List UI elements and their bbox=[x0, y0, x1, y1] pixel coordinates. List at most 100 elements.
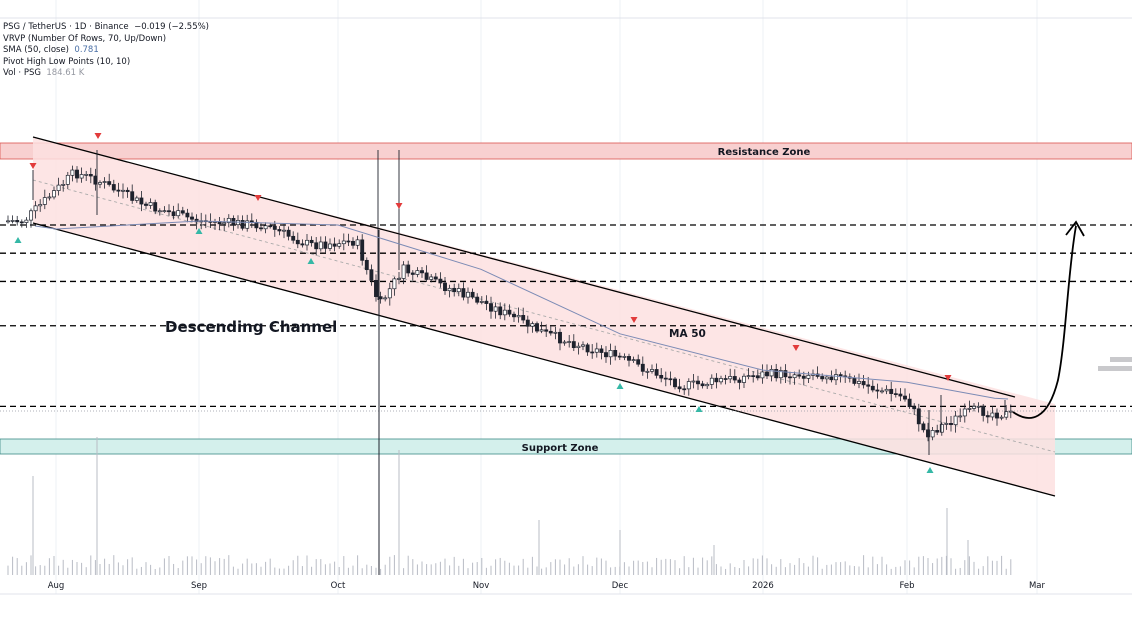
candle-body bbox=[47, 196, 52, 199]
candle-body bbox=[870, 385, 875, 391]
candle-body bbox=[668, 378, 673, 381]
candle-body bbox=[268, 225, 273, 228]
candle-body bbox=[144, 203, 148, 206]
support-zone[interactable] bbox=[0, 438, 1132, 455]
candle-body bbox=[884, 388, 889, 392]
candle-body bbox=[447, 287, 452, 292]
candle-body bbox=[898, 393, 903, 397]
candle-body bbox=[341, 240, 346, 245]
candle-body bbox=[981, 405, 986, 416]
candle-body bbox=[433, 276, 438, 280]
candle-body bbox=[723, 378, 728, 380]
candle-body bbox=[162, 210, 167, 213]
resistance-zone[interactable] bbox=[0, 142, 1132, 160]
channel-upper-line[interactable] bbox=[32, 136, 1016, 398]
candle-body bbox=[838, 374, 843, 377]
candle-body bbox=[972, 406, 976, 409]
candle-body bbox=[15, 220, 20, 223]
candle-body bbox=[167, 210, 171, 213]
candle-body bbox=[65, 174, 70, 185]
candle-body bbox=[337, 243, 342, 247]
candle-body bbox=[328, 243, 332, 249]
candle-body bbox=[1008, 410, 1013, 413]
candle-body bbox=[530, 323, 535, 327]
candle-body bbox=[719, 378, 723, 383]
candle-body bbox=[33, 205, 38, 212]
candle-body bbox=[926, 429, 930, 438]
candle-body bbox=[56, 184, 61, 191]
candle-body bbox=[650, 369, 654, 372]
candle-body bbox=[576, 345, 581, 349]
candle-body bbox=[824, 376, 829, 380]
candle-body bbox=[190, 216, 194, 220]
candle-body bbox=[475, 296, 480, 303]
candle-body bbox=[29, 210, 33, 221]
vrvp-bar bbox=[1098, 366, 1132, 371]
candle-body bbox=[332, 243, 337, 247]
candle-body bbox=[456, 288, 461, 293]
candle-body bbox=[111, 184, 116, 191]
candle-body bbox=[19, 221, 24, 224]
candle-body bbox=[613, 350, 618, 357]
candle-body bbox=[627, 356, 631, 361]
candle-body bbox=[958, 415, 963, 418]
candle-body bbox=[544, 329, 549, 332]
candle-body bbox=[452, 287, 457, 293]
candle-body bbox=[990, 412, 995, 418]
candle-body bbox=[369, 269, 374, 281]
pivot-high-icon bbox=[395, 203, 403, 209]
projection-arrow[interactable] bbox=[1012, 225, 1077, 419]
candle-body bbox=[631, 359, 636, 361]
candle-body bbox=[185, 212, 190, 218]
ma-label: MA 50 bbox=[669, 328, 706, 340]
candle-body bbox=[88, 174, 93, 177]
price-levels bbox=[0, 224, 1132, 408]
candle-body bbox=[102, 181, 107, 183]
candle-body bbox=[700, 383, 705, 387]
candle-body bbox=[788, 376, 792, 379]
candle-body bbox=[604, 352, 608, 358]
candle-body bbox=[70, 169, 75, 176]
candle-body bbox=[383, 297, 388, 300]
channel-lower-line[interactable] bbox=[32, 222, 1056, 497]
candle-body bbox=[107, 181, 112, 185]
pivot-low-icon bbox=[695, 406, 703, 412]
candle-body bbox=[553, 331, 558, 334]
candles[interactable] bbox=[6, 150, 1013, 575]
candle-body bbox=[397, 278, 401, 280]
candle-body bbox=[93, 175, 98, 185]
candle-body bbox=[875, 389, 880, 392]
candle-body bbox=[484, 301, 489, 304]
candle-body bbox=[415, 270, 420, 275]
candle-body bbox=[820, 376, 825, 380]
candle-body bbox=[659, 374, 664, 379]
candle-body bbox=[116, 189, 121, 192]
candle-body bbox=[507, 309, 512, 315]
candle-body bbox=[479, 301, 484, 303]
candle-body bbox=[461, 288, 466, 298]
candle-body bbox=[429, 276, 434, 280]
candle-body bbox=[272, 225, 277, 230]
candle-body bbox=[489, 303, 493, 312]
candle-body bbox=[783, 370, 788, 378]
candle-body bbox=[52, 190, 56, 198]
candle-body bbox=[139, 197, 144, 205]
candle-body bbox=[98, 182, 102, 185]
volume-bars bbox=[7, 437, 1012, 575]
vrvp-legend: VRVP (Number Of Rows, 70, Up/Down) bbox=[3, 33, 167, 44]
candle-body bbox=[709, 377, 714, 385]
candle-body bbox=[608, 350, 613, 358]
x-tick-label: Feb bbox=[899, 581, 914, 591]
channel-midline bbox=[32, 179, 1056, 453]
candle-body bbox=[985, 415, 990, 418]
candle-body bbox=[746, 375, 751, 377]
candle-body bbox=[318, 241, 323, 250]
candle-body bbox=[535, 323, 539, 332]
pivot-low-icon bbox=[616, 383, 624, 389]
candle-body bbox=[834, 374, 838, 381]
candle-body bbox=[351, 240, 355, 246]
candle-body bbox=[728, 376, 733, 380]
candle-body bbox=[797, 374, 802, 377]
candle-body bbox=[953, 415, 958, 426]
